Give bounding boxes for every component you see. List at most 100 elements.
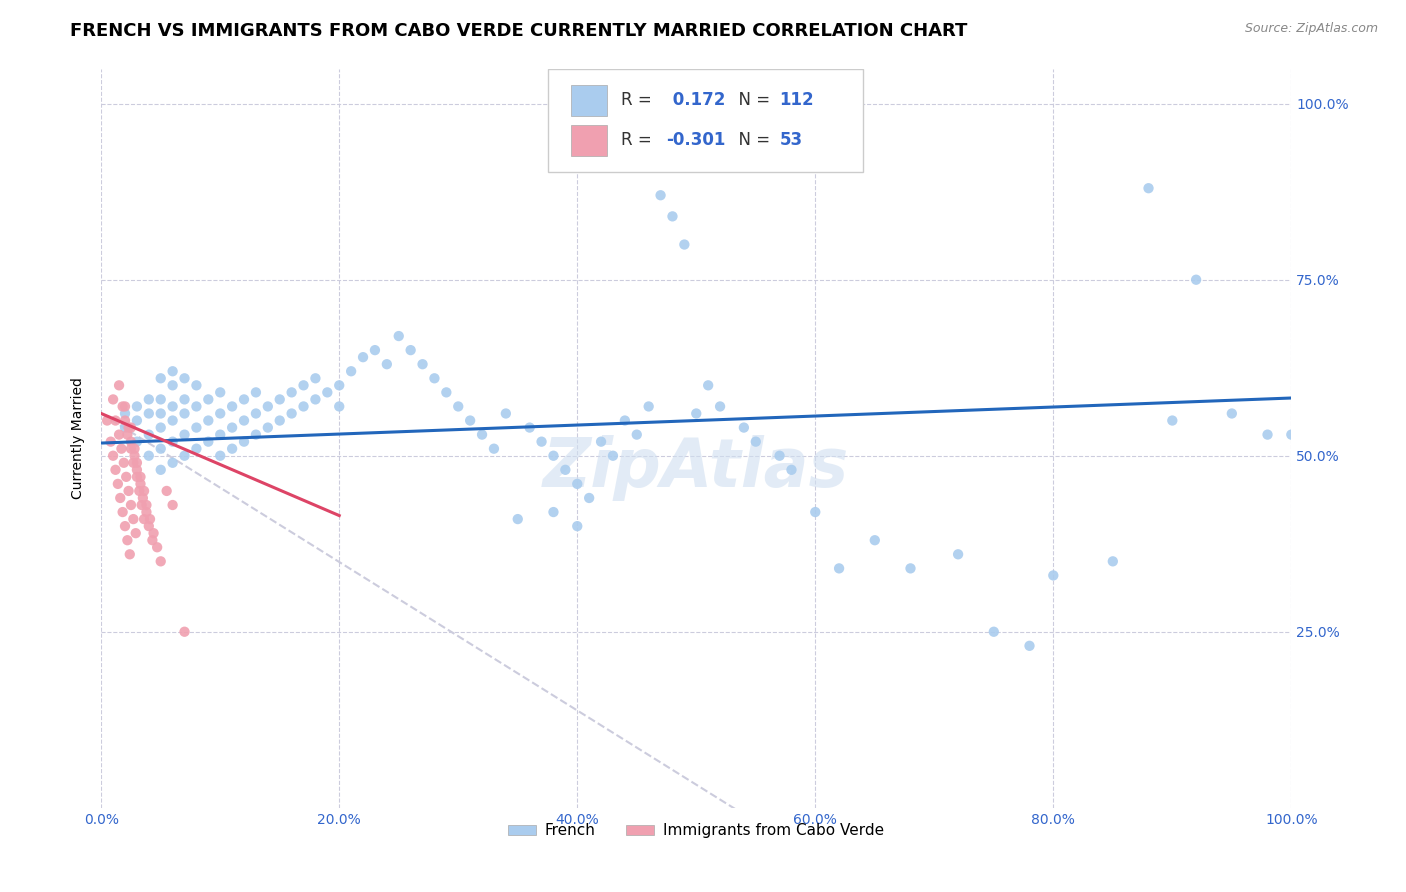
Point xyxy=(626,427,648,442)
Point xyxy=(149,463,172,477)
Text: FRENCH VS IMMIGRANTS FROM CABO VERDE CURRENTLY MARRIED CORRELATION CHART: FRENCH VS IMMIGRANTS FROM CABO VERDE CUR… xyxy=(70,22,967,40)
Point xyxy=(162,378,184,392)
Point xyxy=(125,413,148,427)
Point xyxy=(186,378,208,392)
Point xyxy=(149,371,172,385)
Point xyxy=(138,519,160,533)
Point xyxy=(114,400,136,414)
Point xyxy=(245,385,267,400)
Point xyxy=(108,378,131,392)
Point xyxy=(352,350,374,364)
Point xyxy=(173,427,195,442)
Point xyxy=(506,512,529,526)
Point xyxy=(269,392,291,407)
Point xyxy=(543,449,565,463)
Point xyxy=(141,533,163,548)
Point xyxy=(129,470,152,484)
Point xyxy=(1257,427,1279,442)
Point xyxy=(340,364,363,378)
Point xyxy=(256,420,278,434)
Point xyxy=(661,210,683,224)
Point xyxy=(124,449,146,463)
Point xyxy=(209,449,232,463)
Point xyxy=(233,392,256,407)
Point xyxy=(146,541,169,555)
Point xyxy=(567,519,589,533)
Point xyxy=(117,420,139,434)
Point xyxy=(1185,273,1208,287)
Point xyxy=(423,371,446,385)
Point xyxy=(108,427,131,442)
Point xyxy=(269,413,291,427)
Point xyxy=(304,392,326,407)
Point xyxy=(733,420,755,434)
Text: ZipAtlas: ZipAtlas xyxy=(543,434,849,500)
Point xyxy=(292,378,315,392)
Point xyxy=(129,476,152,491)
Point xyxy=(543,505,565,519)
Point xyxy=(107,476,129,491)
Point xyxy=(162,364,184,378)
Point xyxy=(125,400,148,414)
Point xyxy=(292,400,315,414)
Point xyxy=(117,483,139,498)
Point xyxy=(613,413,636,427)
Point xyxy=(135,505,157,519)
Point xyxy=(1101,554,1123,568)
Point xyxy=(132,491,155,505)
Text: R =: R = xyxy=(621,131,657,149)
Point xyxy=(280,385,302,400)
Point xyxy=(186,420,208,434)
Point xyxy=(447,400,470,414)
Point xyxy=(162,413,184,427)
Point xyxy=(173,624,195,639)
Point xyxy=(139,512,162,526)
Point xyxy=(221,420,243,434)
Point xyxy=(104,463,127,477)
Point xyxy=(110,442,132,456)
Point xyxy=(186,400,208,414)
Point xyxy=(863,533,886,548)
Point xyxy=(983,624,1005,639)
Point xyxy=(685,407,707,421)
Point xyxy=(495,407,517,421)
Point xyxy=(1161,413,1184,427)
Point xyxy=(482,442,505,456)
Point xyxy=(388,329,411,343)
Point xyxy=(745,434,768,449)
Point xyxy=(125,526,148,541)
Point xyxy=(589,434,612,449)
Point xyxy=(673,237,696,252)
Point xyxy=(709,400,731,414)
Point xyxy=(110,491,132,505)
Point xyxy=(156,483,179,498)
Point xyxy=(245,407,267,421)
Point xyxy=(100,434,122,449)
Point xyxy=(117,533,139,548)
Point xyxy=(1018,639,1040,653)
Point xyxy=(120,420,142,434)
Point xyxy=(114,420,136,434)
Point xyxy=(162,434,184,449)
Point xyxy=(173,449,195,463)
Point xyxy=(209,385,232,400)
Point xyxy=(221,442,243,456)
Point xyxy=(434,385,457,400)
Point xyxy=(780,463,803,477)
Point xyxy=(173,371,195,385)
Point xyxy=(804,505,827,519)
Point xyxy=(112,456,135,470)
Point xyxy=(124,442,146,456)
Y-axis label: Currently Married: Currently Married xyxy=(72,377,86,499)
Point xyxy=(316,385,339,400)
Point xyxy=(828,561,851,575)
Point xyxy=(697,378,720,392)
Point xyxy=(122,512,145,526)
Point xyxy=(114,407,136,421)
Point xyxy=(114,519,136,533)
Point xyxy=(162,400,184,414)
Point xyxy=(118,547,141,561)
Point xyxy=(458,413,481,427)
Point xyxy=(117,427,139,442)
Point xyxy=(280,407,302,421)
